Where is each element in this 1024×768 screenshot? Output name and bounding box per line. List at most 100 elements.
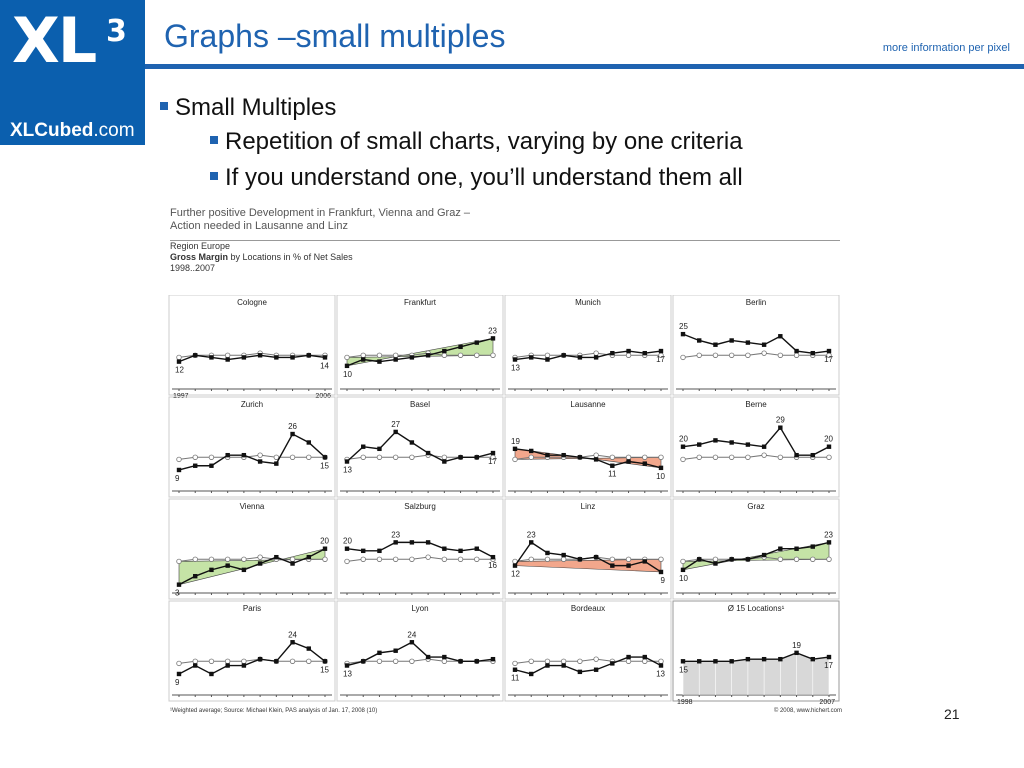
actual-point bbox=[377, 650, 382, 656]
actual-point bbox=[290, 431, 295, 437]
first-value-label: 15 bbox=[679, 665, 688, 674]
actual-line bbox=[346, 541, 494, 558]
average-point bbox=[680, 354, 686, 361]
actual-point bbox=[658, 569, 664, 575]
xlcubed-logo[interactable]: XL 3 XLCubed.com bbox=[0, 0, 145, 145]
first-value-label: 19 bbox=[511, 437, 520, 446]
average-point bbox=[392, 454, 399, 460]
data-point-label: 23 bbox=[527, 530, 536, 539]
average-point bbox=[360, 454, 366, 460]
actual-point bbox=[290, 640, 295, 645]
actual-point bbox=[577, 355, 583, 360]
actual-point bbox=[529, 355, 534, 360]
average-point bbox=[457, 556, 464, 562]
actual-point bbox=[778, 656, 783, 662]
average-point bbox=[712, 352, 719, 358]
actual-point bbox=[745, 656, 751, 662]
figure-region: Region Europe bbox=[170, 241, 231, 251]
average-point bbox=[409, 556, 415, 562]
actual-point bbox=[810, 544, 815, 549]
actual-point bbox=[241, 355, 247, 360]
last-value-label: 13 bbox=[656, 670, 665, 679]
actual-point bbox=[713, 438, 718, 443]
actual-point bbox=[512, 446, 518, 452]
actual-point bbox=[377, 446, 382, 452]
actual-point bbox=[729, 659, 734, 664]
actual-point bbox=[658, 663, 664, 668]
panel-vienna: Vienna 3 20 bbox=[168, 498, 336, 600]
average-point bbox=[810, 556, 816, 562]
last-value-label: 15 bbox=[320, 665, 329, 674]
actual-point bbox=[458, 548, 463, 554]
average-point bbox=[544, 658, 551, 664]
actual-point bbox=[512, 563, 518, 568]
slide-title: Graphs –small multiples bbox=[164, 18, 506, 54]
actual-point bbox=[697, 442, 702, 447]
average-point bbox=[793, 352, 800, 358]
bullet-square-icon bbox=[210, 135, 218, 144]
panel-title: Berlin bbox=[746, 298, 766, 307]
actual-point bbox=[274, 355, 279, 360]
actual-point bbox=[713, 561, 718, 566]
actual-point bbox=[393, 429, 398, 435]
figure-footnote: ¹Weighted average; Source: Michael Klein… bbox=[170, 708, 378, 714]
actual-point bbox=[610, 350, 615, 356]
actual-line bbox=[682, 333, 830, 354]
actual-line bbox=[682, 541, 830, 571]
actual-point bbox=[680, 567, 686, 573]
actual-point bbox=[713, 659, 718, 664]
actual-line bbox=[346, 641, 494, 667]
panel-munich: Munich 13 17 bbox=[504, 295, 672, 396]
average-point bbox=[441, 352, 448, 358]
first-value-label: 25 bbox=[679, 322, 688, 331]
average-point bbox=[712, 454, 719, 460]
average-point bbox=[257, 452, 263, 458]
actual-point bbox=[593, 457, 599, 462]
first-value-label: 12 bbox=[511, 570, 520, 579]
average-point bbox=[392, 658, 399, 664]
average-point bbox=[625, 454, 632, 460]
last-value-label: 23 bbox=[488, 326, 497, 335]
actual-point bbox=[425, 353, 431, 358]
actual-point bbox=[409, 540, 415, 545]
actual-point bbox=[778, 334, 783, 339]
actual-point bbox=[529, 671, 534, 677]
actual-point bbox=[193, 463, 198, 468]
axis-start-label: 1998 bbox=[677, 699, 693, 705]
average-point bbox=[658, 556, 664, 562]
average-point bbox=[208, 658, 215, 664]
last-value-label: 17 bbox=[824, 355, 833, 364]
panel-15-locations: Ø 15 Locations¹ 15 17 1998 2007 bbox=[672, 600, 840, 705]
actual-point bbox=[209, 671, 214, 677]
panel-frame bbox=[336, 600, 504, 702]
actual-point bbox=[274, 461, 279, 466]
average-line bbox=[178, 658, 325, 664]
panel-zurich: Zurich 9 15 bbox=[168, 396, 336, 498]
actual-point bbox=[458, 455, 463, 460]
actual-point bbox=[794, 650, 799, 656]
actual-point bbox=[729, 557, 734, 562]
actual-point bbox=[458, 659, 463, 664]
average-area bbox=[683, 652, 829, 695]
bullet-item-2: Repetition of small charts, varying by o… bbox=[210, 128, 743, 156]
actual-point bbox=[545, 663, 550, 668]
panel-frame bbox=[168, 498, 336, 600]
panel-frame bbox=[168, 295, 336, 396]
average-point bbox=[696, 352, 702, 358]
actual-point bbox=[658, 348, 664, 354]
actual-line bbox=[346, 337, 494, 367]
panel-title: Berne bbox=[745, 400, 767, 409]
first-value-label: 13 bbox=[343, 466, 352, 475]
logo-url: XLCubed.com bbox=[10, 120, 135, 142]
actual-point bbox=[512, 667, 518, 672]
actual-line bbox=[514, 350, 662, 361]
panel-salzburg: Salzburg 20 16 bbox=[336, 498, 504, 600]
panel-frame bbox=[336, 295, 504, 396]
average-point bbox=[745, 454, 751, 460]
average-point bbox=[208, 556, 215, 562]
first-value-label: 20 bbox=[679, 435, 688, 444]
actual-point bbox=[561, 452, 566, 458]
actual-point bbox=[344, 363, 350, 369]
average-point bbox=[441, 658, 448, 664]
last-value-label: 23 bbox=[824, 530, 833, 539]
